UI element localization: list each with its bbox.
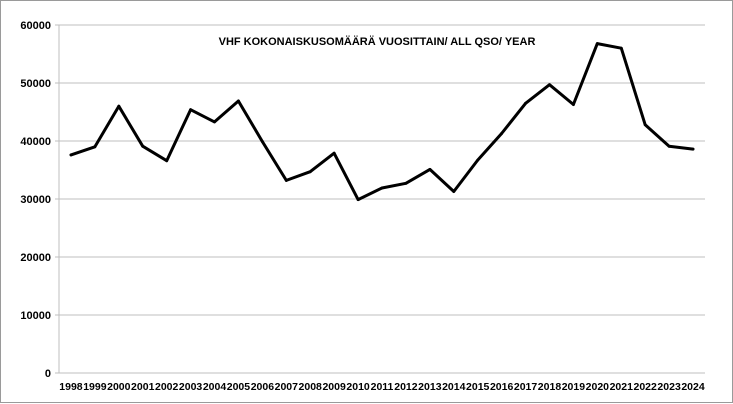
data-point [667, 144, 671, 148]
x-tick-label: 2002 [155, 381, 179, 393]
x-tick-label: 2017 [514, 381, 538, 393]
data-point [356, 198, 360, 201]
x-tick-label: 2020 [586, 381, 610, 393]
data-point [500, 132, 504, 135]
data-point [237, 99, 240, 103]
x-tick-label: 2005 [227, 381, 251, 393]
chart-title: VHF KOKONAISKUSOMÄÄRÄ VUOSITTAIN/ ALL QS… [219, 35, 536, 48]
x-axis-ticks: 1998 1999 2000 2001 2002 2003 2004 2005 2006 2007… [59, 381, 705, 393]
x-tick-label: 2007 [275, 381, 299, 393]
data-point [452, 190, 456, 193]
series-line [69, 42, 695, 202]
x-tick-label: 1999 [83, 381, 107, 393]
y-tick-label: 40000 [20, 136, 51, 148]
data-point [404, 181, 408, 185]
gridlines [55, 24, 705, 374]
x-tick-label: 2010 [346, 381, 370, 393]
data-point [165, 159, 169, 163]
x-tick-label: 2014 [442, 381, 466, 393]
x-tick-label: 2018 [538, 381, 562, 393]
data-point [572, 103, 575, 106]
data-point [308, 170, 312, 174]
y-tick-label: 50000 [20, 78, 51, 90]
x-tick-label: 1998 [59, 381, 83, 393]
data-point [189, 108, 192, 112]
data-point [284, 179, 288, 182]
x-tick-label: 2024 [681, 381, 705, 393]
x-tick-label: 2021 [610, 381, 634, 393]
data-point [332, 151, 336, 155]
data-point [476, 158, 480, 162]
y-tick-label: 20000 [20, 252, 51, 264]
data-point [524, 101, 527, 105]
y-axis-ticks: 0 10000 20000 30000 40000 50000 60000 [20, 20, 51, 380]
data-point [260, 140, 264, 143]
data-point [117, 104, 121, 108]
x-tick-label: 2019 [562, 381, 586, 393]
data-point [548, 83, 551, 87]
x-tick-label: 2012 [394, 381, 418, 393]
x-tick-label: 2011 [371, 381, 394, 393]
x-tick-label: 2009 [322, 381, 346, 393]
data-point [643, 123, 647, 127]
x-tick-label: 2023 [657, 381, 681, 393]
data-point [595, 42, 599, 45]
x-tick-label: 2004 [203, 381, 227, 393]
data-point [213, 120, 216, 124]
x-tick-label: 2013 [418, 381, 442, 393]
data-point [691, 147, 695, 151]
x-tick-label: 2003 [179, 381, 203, 393]
x-tick-label: 2008 [299, 381, 323, 393]
y-tick-label: 30000 [20, 194, 51, 206]
data-point [380, 186, 384, 190]
y-tick-label: 60000 [20, 20, 51, 32]
data-point [69, 153, 73, 157]
data-point [619, 46, 623, 50]
x-tick-label: 2022 [634, 381, 658, 393]
data-point [93, 145, 97, 149]
data-point [428, 168, 432, 171]
y-tick-label: 10000 [20, 310, 51, 322]
x-tick-label: 2001 [131, 381, 155, 393]
y-tick-label: 0 [45, 368, 51, 380]
x-tick-label: 2000 [107, 381, 131, 393]
data-point [141, 144, 145, 148]
x-tick-label: 2006 [251, 381, 275, 393]
x-tick-label: 2016 [490, 381, 514, 393]
x-tick-label: 2015 [466, 381, 490, 393]
